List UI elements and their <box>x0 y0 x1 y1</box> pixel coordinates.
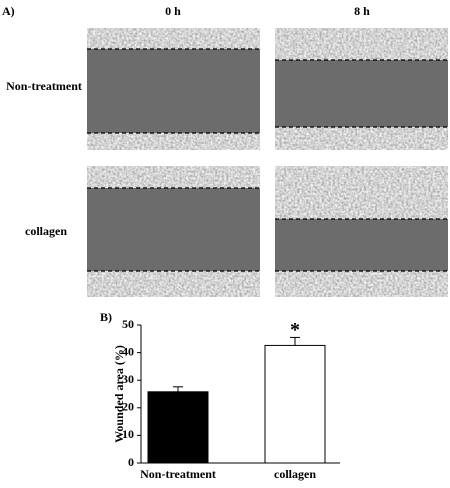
y-tick-label: 0 <box>128 455 134 469</box>
y-axis-label: Wounded area (%) <box>112 345 126 443</box>
wound-gap <box>87 188 260 271</box>
wound-gap <box>275 60 448 127</box>
wound-gap <box>87 49 260 133</box>
significance-marker: * <box>290 319 300 341</box>
row-label: Non-treatment <box>6 79 82 93</box>
bar <box>147 391 209 464</box>
column-header: 8 h <box>354 4 370 18</box>
column-header: 0 h <box>165 4 181 18</box>
y-tick-label: 30 <box>122 372 134 386</box>
wound-gap <box>275 219 448 271</box>
panel-label: A) <box>2 4 15 18</box>
y-tick-label: 40 <box>122 344 134 358</box>
panel-label: B) <box>100 310 112 324</box>
bar <box>264 344 326 464</box>
x-tick-label: collagen <box>274 467 316 481</box>
row-label: collagen <box>25 224 67 238</box>
y-tick-label: 20 <box>122 400 134 414</box>
x-tick-label: Non-treatment <box>140 467 216 481</box>
y-tick-label: 10 <box>122 427 134 441</box>
y-tick-label: 50 <box>122 317 134 331</box>
